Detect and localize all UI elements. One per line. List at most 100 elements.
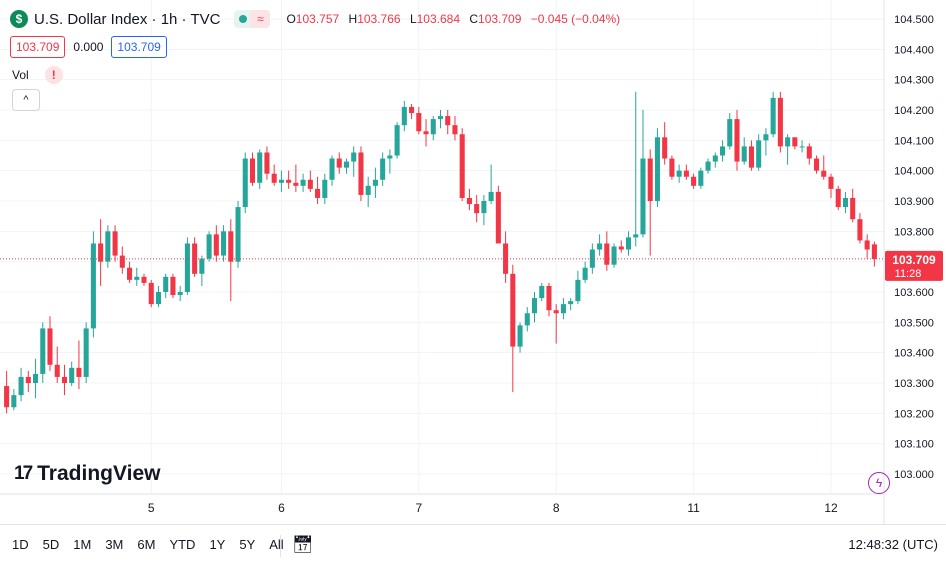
range-1y-button[interactable]: 1Y xyxy=(209,537,226,552)
candle-body xyxy=(828,176,834,189)
candle-body xyxy=(814,158,820,171)
candle-body xyxy=(531,298,538,314)
calendar-icon[interactable]: 📅︎ xyxy=(292,535,314,554)
y-tick-label: 104.400 xyxy=(894,44,934,56)
candles xyxy=(4,91,877,414)
range-all-button[interactable]: All xyxy=(269,537,284,552)
candle xyxy=(727,113,733,150)
candle-body xyxy=(372,179,378,186)
candle xyxy=(633,91,639,247)
candle-body xyxy=(307,179,313,189)
candle xyxy=(531,292,538,323)
wave-icon[interactable]: ≈ xyxy=(250,10,271,28)
candle xyxy=(163,273,169,299)
candle-body xyxy=(286,179,292,183)
x-tick-label: 12 xyxy=(824,501,838,515)
candle-body xyxy=(155,292,162,305)
candle xyxy=(611,243,617,268)
candle xyxy=(380,152,386,186)
candle-body xyxy=(76,367,82,377)
y-tick-label: 104.100 xyxy=(894,135,934,147)
candle xyxy=(76,340,82,390)
sell-price-button[interactable]: 103.709 xyxy=(10,36,66,58)
candle-body xyxy=(466,197,472,205)
candle xyxy=(842,191,848,214)
candle xyxy=(864,234,870,259)
market-open-dot-icon xyxy=(239,15,248,23)
volume-label[interactable]: Vol xyxy=(12,68,29,82)
candle xyxy=(503,231,509,283)
range-1d-button[interactable]: 1D xyxy=(12,537,29,552)
candle xyxy=(539,282,545,302)
candle-body xyxy=(748,146,754,168)
warning-icon[interactable]: ! xyxy=(44,66,63,84)
candle-body xyxy=(437,116,444,120)
candle-body xyxy=(871,244,877,259)
candle-body xyxy=(416,113,422,132)
candle-body xyxy=(401,106,407,126)
candle xyxy=(662,122,668,165)
candle xyxy=(148,279,154,308)
bottom-toolbar: 1D 5D 1M 3M 6M YTD 1Y 5Y All 📅︎ 12:48:32… xyxy=(0,524,946,567)
candle xyxy=(293,164,299,192)
candle xyxy=(582,261,588,283)
range-3m-button[interactable]: 3M xyxy=(105,537,124,552)
candle xyxy=(763,128,769,156)
candle xyxy=(61,364,67,396)
x-tick-label: 7 xyxy=(415,501,422,515)
candle xyxy=(474,194,480,223)
range-5y-button[interactable]: 5Y xyxy=(239,537,256,552)
candle xyxy=(307,170,313,192)
candle-body xyxy=(206,234,212,259)
candle-body xyxy=(785,137,791,147)
market-status-button[interactable]: ≈ xyxy=(234,10,271,28)
candle-body xyxy=(365,185,371,195)
tradingview-logo[interactable]: 17 TradingView xyxy=(14,462,160,486)
chart-grid xyxy=(0,0,884,494)
candle xyxy=(329,155,335,186)
candle-body xyxy=(192,243,198,274)
range-1m-button[interactable]: 1M xyxy=(73,537,92,552)
candle xyxy=(640,110,646,238)
candle-body xyxy=(712,155,718,162)
bolt-icon[interactable]: ϟ xyxy=(868,472,890,494)
y-tick-label: 103.000 xyxy=(894,469,934,481)
candle xyxy=(170,273,176,299)
candle xyxy=(560,298,566,320)
volume-legend: Vol ! xyxy=(12,66,63,84)
candle-body xyxy=(18,376,24,396)
candle xyxy=(409,103,415,120)
candle-body xyxy=(271,173,277,183)
candle-body xyxy=(329,158,335,180)
candle xyxy=(249,152,256,186)
last-price-value: 103.709 xyxy=(892,253,936,267)
candle xyxy=(199,255,205,286)
candle xyxy=(271,164,277,186)
candle xyxy=(365,176,371,208)
candle xyxy=(748,140,754,171)
candle-body xyxy=(503,243,509,274)
candle-body xyxy=(40,328,46,374)
candle xyxy=(857,213,863,244)
candle-body xyxy=(698,170,704,186)
range-ytd-button[interactable]: YTD xyxy=(169,537,196,552)
candle-body xyxy=(792,137,798,147)
candle-body xyxy=(669,158,675,177)
trade-price-row: 103.709 0.000 103.709 xyxy=(10,36,167,58)
range-6m-button[interactable]: 6M xyxy=(137,537,156,552)
range-5d-button[interactable]: 5D xyxy=(42,537,60,552)
tradingview-logo-icon: 17 xyxy=(14,463,33,484)
utc-clock[interactable]: 12:48:32 (UTC) xyxy=(848,537,938,552)
candle xyxy=(452,116,458,141)
candle-body xyxy=(163,276,169,292)
buy-price-button[interactable]: 103.709 xyxy=(111,36,167,58)
candle xyxy=(119,246,125,274)
candle xyxy=(343,158,350,174)
candle-body xyxy=(459,134,465,198)
candle-body xyxy=(33,373,39,383)
candle xyxy=(286,170,292,189)
symbol-title[interactable]: U.S. Dollar Index · 1h · TVC xyxy=(34,10,221,28)
collapse-legend-button[interactable]: ^ xyxy=(12,89,40,111)
range-buttons: 1D 5D 1M 3M 6M YTD 1Y 5Y All xyxy=(12,537,298,552)
